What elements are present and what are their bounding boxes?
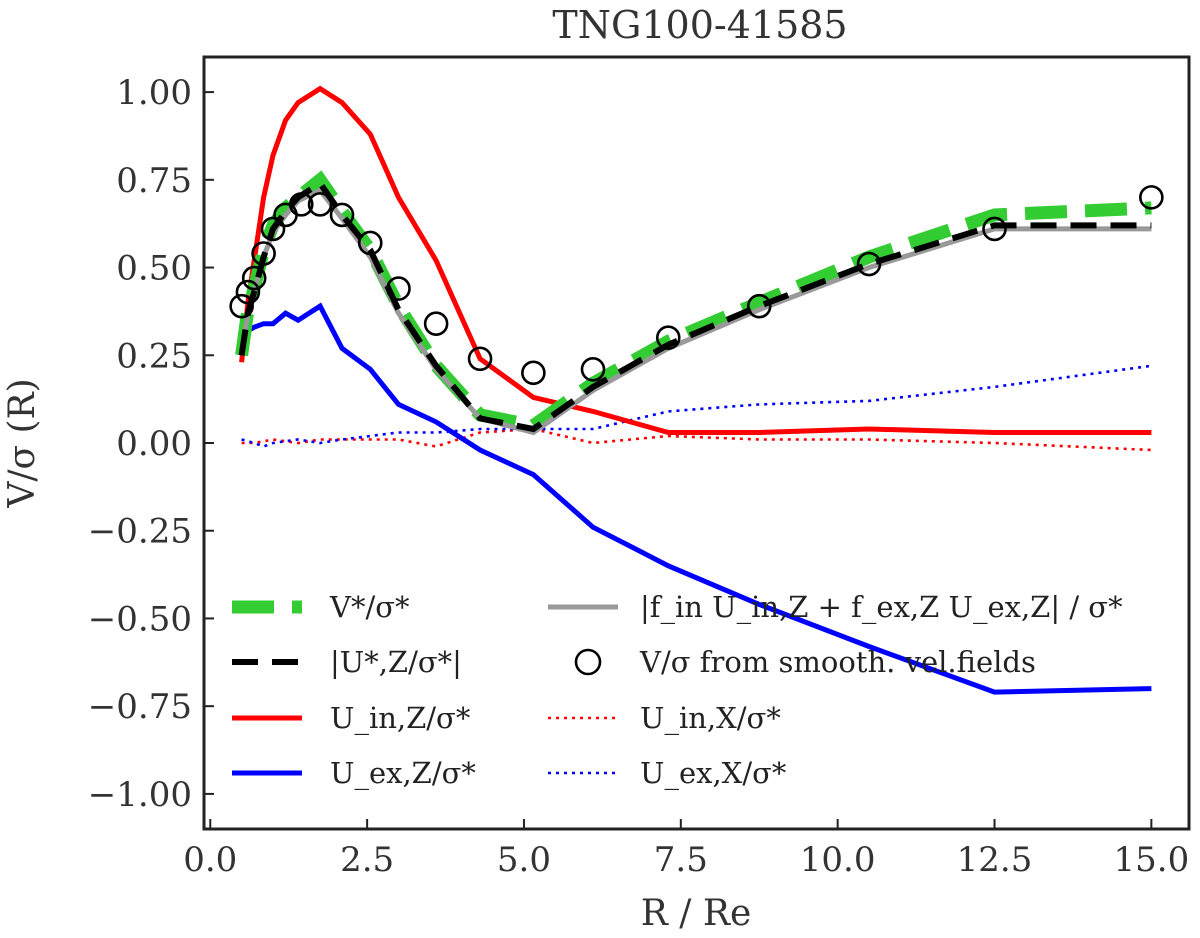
x-axis: 0.0 2.5 5.0 7.5 10.0 12.5 15.0 xyxy=(183,819,1189,880)
legend-label: V*/σ* xyxy=(329,590,410,624)
plot-area xyxy=(229,85,1164,695)
data-point-smooth-velfields xyxy=(856,251,882,277)
data-point-smooth-velfields xyxy=(307,192,333,217)
y-axis-label: V/σ (R) xyxy=(2,378,43,508)
x-tick-label: 15.0 xyxy=(1114,840,1190,880)
series-line-0 xyxy=(235,170,1152,433)
series-line-7 xyxy=(241,364,1152,448)
series-line-1 xyxy=(238,179,1152,433)
x-tick-label: 10.0 xyxy=(800,840,876,880)
y-tick-label: 0.50 xyxy=(116,249,192,289)
x-tick-label: 7.5 xyxy=(654,840,708,880)
data-point-smooth-velfields xyxy=(357,230,383,256)
data-point-smooth-velfields xyxy=(580,357,606,382)
legend-label: |f_in U_in,Z + f_ex,Z U_ex,Z| / σ* xyxy=(640,590,1123,625)
data-point-smooth-velfields xyxy=(1139,185,1164,210)
y-tick-label: −1.00 xyxy=(88,775,192,815)
legend-label: |U*,Z/σ*| xyxy=(330,645,462,679)
data-point-smooth-velfields xyxy=(655,325,681,351)
y-tick-label: 0.75 xyxy=(116,161,192,201)
y-tick-label: −0.50 xyxy=(88,599,192,639)
y-tick-label: 0.25 xyxy=(116,336,192,376)
data-point-smooth-velfields xyxy=(467,346,493,372)
x-tick-label: 12.5 xyxy=(957,840,1033,880)
data-point-smooth-velfields xyxy=(386,276,411,301)
data-point-smooth-velfields xyxy=(329,202,355,228)
data-point-smooth-velfields xyxy=(251,241,276,266)
y-tick-label: −0.25 xyxy=(88,512,192,552)
legend-label: U_ex,Z/σ* xyxy=(330,756,476,791)
legend: V*/σ* |U*,Z/σ*| U_in,Z/σ* U_ex,Z/σ* |f_in U_… xyxy=(232,590,1123,791)
y-axis: 1.00 0.75 0.50 0.25 0.00 −0.25 −0.50 −0.75 −1.00 xyxy=(88,73,214,815)
legend-label: U_in,X/σ* xyxy=(640,701,781,736)
data-point-smooth-velfields xyxy=(746,293,772,319)
legend-label: V/σ from smooth. vel.fields xyxy=(639,645,1036,679)
x-axis-label: R / Re xyxy=(641,893,752,934)
data-point-smooth-velfields xyxy=(982,216,1007,242)
data-point-smooth-velfields xyxy=(521,360,546,386)
data-point-smooth-velfields xyxy=(288,192,314,217)
legend-label: U_in,Z/σ* xyxy=(330,701,471,736)
data-point-smooth-velfields xyxy=(260,216,286,242)
legend-label: U_ex,X/σ* xyxy=(640,756,787,791)
x-tick-label: 5.0 xyxy=(497,840,551,880)
x-tick-label: 2.5 xyxy=(340,840,394,880)
data-point-smooth-velfields xyxy=(235,279,261,305)
legend-marker xyxy=(574,648,602,676)
x-tick-label: 0.0 xyxy=(183,840,237,880)
y-tick-label: 1.00 xyxy=(116,73,192,113)
data-point-smooth-velfields xyxy=(229,293,254,319)
data-point-smooth-velfields xyxy=(241,265,267,291)
data-point-smooth-velfields xyxy=(423,311,449,336)
y-tick-label: −0.75 xyxy=(88,687,192,727)
chart-title: TNG100-41585 xyxy=(552,3,847,47)
y-tick-label: 0.00 xyxy=(116,424,192,464)
series-line-3 xyxy=(239,302,1152,695)
series-line-2 xyxy=(239,85,1152,435)
